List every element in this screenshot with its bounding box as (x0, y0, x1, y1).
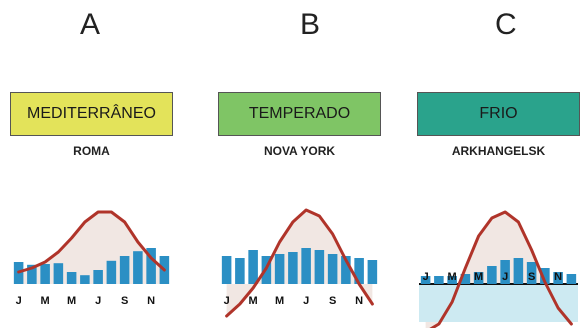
precipitation-bar (341, 256, 351, 284)
temperature-line (225, 208, 374, 318)
precipitation-bar (553, 272, 563, 284)
climate-panel-mediterraneo: MEDITERRÂNEO ROMA J M M J S N (10, 92, 173, 328)
precipitation-bar (119, 256, 130, 284)
panel-letter-a: A (80, 8, 101, 41)
month-tick-label: J (502, 271, 508, 283)
precipitation-bar (80, 275, 90, 284)
month-tick-label: N (355, 295, 363, 307)
climate-panel-frio: FRIO ARKHANGELSK J M M J S N (417, 92, 580, 328)
precipitation-bar (27, 264, 37, 284)
precipitation-bar (327, 254, 338, 284)
precipitation-bar (526, 262, 537, 284)
precipitation-bar (106, 260, 117, 284)
precipitation-bar (513, 258, 524, 284)
city-label: NOVA YORK (263, 144, 336, 158)
precipitation-bar (354, 258, 364, 284)
climate-type-box: FRIO (417, 92, 580, 136)
month-tick-label: M (67, 295, 76, 307)
precipitation-bar (367, 260, 378, 284)
month-tick-label: J (95, 295, 101, 307)
temperature-area (226, 210, 373, 316)
panel-letter-c: C (495, 8, 517, 41)
month-tick-label: M (474, 271, 483, 283)
precipitation-bar (40, 264, 50, 284)
precipitation-bar (301, 248, 311, 284)
precipitation-bar (460, 274, 471, 284)
precipitation-bar (146, 248, 156, 284)
precipitation-bar (473, 272, 484, 284)
precipitation-bar (500, 260, 510, 284)
city-label: ROMA (73, 144, 110, 158)
precipitation-bar (93, 270, 103, 284)
precipitation-bar (66, 272, 77, 284)
precipitation-bar (288, 252, 298, 284)
precipitation-bar (420, 276, 431, 284)
month-tick-label: J (224, 295, 230, 307)
precipitation-bar (274, 254, 285, 284)
precipitation-bar (447, 276, 457, 284)
month-tick-label: J (423, 271, 429, 283)
city-label: ARKHANGELSK (451, 144, 546, 158)
climate-type-box: MEDITERRÂNEO (10, 92, 173, 136)
precipitation-bar (133, 251, 143, 284)
month-tick-label: N (147, 295, 155, 307)
precipitation-bar (314, 250, 325, 284)
climate-type-box: TEMPERADO (218, 92, 381, 136)
month-tick-label: S (329, 295, 336, 307)
precipitation-bar (248, 250, 258, 284)
panel-letter-b: B (300, 8, 321, 41)
month-tick-label: N (554, 271, 562, 283)
month-tick-label: J (303, 295, 309, 307)
precipitation-bar (221, 256, 232, 284)
precipitation-bar (566, 274, 577, 284)
month-tick-label: M (275, 295, 284, 307)
temperature-line (429, 210, 573, 328)
precipitation-bar (434, 276, 444, 284)
climate-panel-temperado: TEMPERADO NOVA YORK J M M J S N (218, 92, 381, 328)
month-tick-label: S (121, 295, 128, 307)
precipitation-bar (53, 263, 64, 284)
month-tick-label: J (16, 295, 22, 307)
precipitation-bar (235, 258, 245, 284)
month-tick-label: S (528, 271, 535, 283)
precipitation-bar (487, 266, 497, 284)
month-tick-label: M (41, 295, 50, 307)
month-tick-label: M (448, 271, 457, 283)
temperature-area (425, 212, 572, 328)
precipitation-bar (540, 268, 550, 284)
month-tick-label: M (249, 295, 258, 307)
temperature-line (17, 210, 166, 274)
